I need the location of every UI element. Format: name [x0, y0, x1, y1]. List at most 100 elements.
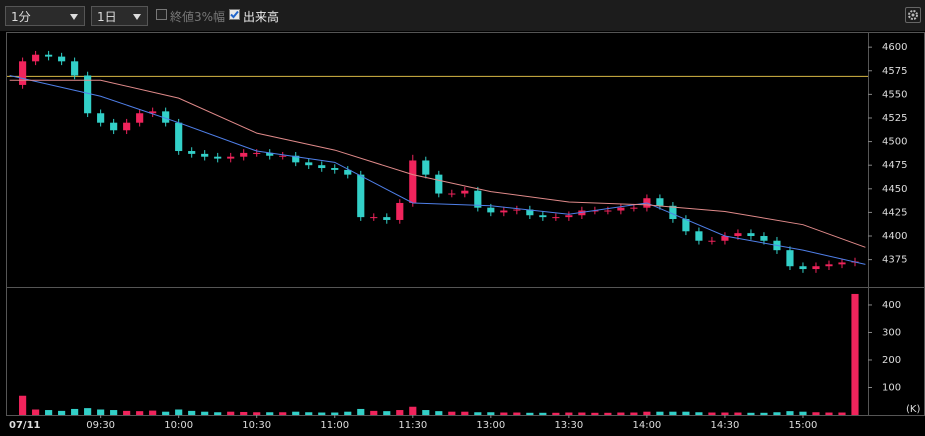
y-tick-label: 4450	[882, 184, 907, 195]
volume-bar	[695, 412, 703, 415]
candle-body	[357, 174, 365, 218]
volume-bar	[760, 412, 768, 415]
volume-bar	[123, 410, 131, 415]
y-tick-label: 300	[882, 327, 901, 338]
candle-body	[214, 156, 222, 159]
candle-body	[812, 266, 820, 270]
gear-icon	[908, 10, 918, 20]
candle-body	[565, 215, 573, 218]
close-range-label: 終値3%幅	[170, 10, 226, 24]
volume-bar	[565, 412, 573, 415]
candle-body	[552, 217, 560, 219]
x-tick-label: 10:30	[242, 420, 271, 431]
candle-body	[110, 122, 118, 131]
volume-bar	[539, 412, 547, 415]
volume-bar	[461, 411, 469, 415]
candle-body	[344, 169, 352, 175]
candle-body	[266, 152, 274, 156]
volume-bar	[409, 406, 417, 415]
volume-bar	[747, 412, 755, 415]
candle-body	[669, 205, 677, 220]
candle-body	[487, 207, 495, 213]
volume-bar	[19, 395, 27, 415]
volume-bar	[838, 412, 846, 415]
close-range-checkbox[interactable]	[156, 9, 167, 20]
volume-bar	[812, 412, 820, 415]
x-tick-label: 13:00	[476, 420, 505, 431]
volume-bar	[500, 412, 508, 415]
interval-select[interactable]: 1分	[5, 6, 85, 26]
y-tick-label: 400	[882, 300, 901, 311]
volume-bar	[266, 412, 274, 415]
period-select[interactable]: 1日	[91, 6, 148, 26]
candle-body	[799, 266, 807, 270]
x-tick-label: 14:30	[711, 420, 740, 431]
candle-body	[786, 250, 794, 267]
volume-bar	[435, 411, 443, 415]
y-tick-label: 4375	[882, 255, 907, 266]
volume-bar	[422, 410, 430, 415]
volume-bar	[825, 412, 833, 415]
candle-body	[318, 165, 326, 169]
candle-body	[240, 152, 248, 157]
candle-body	[435, 174, 443, 194]
volume-bar	[474, 412, 482, 415]
candle-body	[448, 193, 456, 195]
volume-bar	[786, 411, 794, 415]
candle-body	[123, 122, 131, 131]
volume-bar	[344, 411, 352, 415]
volume-bar	[253, 412, 261, 415]
volume-bar	[578, 412, 586, 415]
y-tick-label: 4425	[882, 207, 907, 218]
volume-bar	[617, 412, 625, 415]
x-tick-label: 11:00	[320, 420, 349, 431]
candle-body	[175, 122, 183, 152]
volume-bar	[318, 412, 326, 415]
volume-bar	[526, 412, 534, 415]
volume-bar	[721, 412, 729, 415]
candle-body	[19, 61, 27, 85]
x-tick-label: 10:00	[164, 420, 193, 431]
chart-bg	[0, 31, 925, 436]
candle-body	[201, 153, 209, 157]
volume-checkbox[interactable]	[229, 9, 240, 20]
date-label: 07/11	[9, 420, 41, 431]
candle-body	[45, 54, 53, 57]
settings-button[interactable]	[905, 7, 921, 23]
volume-label: 出来高	[243, 10, 280, 24]
candle-body	[188, 151, 196, 154]
candle-body	[422, 160, 430, 175]
x-tick-label: 11:30	[398, 420, 427, 431]
volume-bar	[656, 411, 664, 415]
candle-body	[305, 162, 313, 166]
candle-body	[747, 233, 755, 237]
chart: 4375 4400 4425 4450 4475 4500 4525 4550 4575 4600…	[0, 31, 925, 436]
candle-body	[396, 202, 404, 220]
y-tick-label: 200	[882, 355, 901, 366]
x-tick-label: 14:00	[632, 420, 661, 431]
candle-body	[71, 61, 79, 76]
candle-body	[708, 240, 716, 242]
candle-body	[617, 207, 625, 211]
volume-bar	[643, 411, 651, 415]
candle-body	[513, 209, 521, 211]
volume-bar	[851, 293, 859, 415]
candle-body	[97, 113, 105, 123]
toolbar: 1分 1日 終値3%幅 出来高	[0, 0, 925, 31]
volume-bar	[84, 408, 92, 415]
volume-bar	[32, 409, 40, 415]
volume-bar	[487, 412, 495, 415]
candle-body	[825, 264, 833, 267]
candle-body	[695, 231, 703, 241]
volume-bar	[331, 412, 339, 415]
candle-body	[32, 54, 40, 62]
moving-average-line	[9, 79, 866, 248]
volume-bar	[175, 409, 183, 415]
candle-body	[149, 111, 157, 114]
volume-bar	[292, 411, 300, 415]
volume-bar	[591, 412, 599, 415]
candle-body	[383, 217, 391, 220]
volume-bar	[71, 408, 79, 415]
y-tick-label: 4400	[882, 231, 907, 242]
volume-bar	[448, 411, 456, 415]
